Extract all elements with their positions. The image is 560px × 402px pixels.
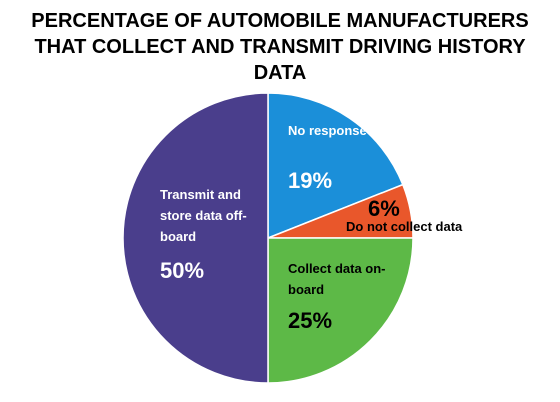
- value-label: 25%: [288, 308, 333, 333]
- value-label: 19%: [288, 168, 333, 193]
- pie-slice: [267, 92, 404, 240]
- value-label: 50%: [160, 258, 205, 283]
- slice-label: Transmit and store data off-board: [160, 187, 247, 244]
- slice-label: Do not collect data: [346, 219, 463, 234]
- chart-title: PERCENTAGE OF AUTOMOBILE MANUFACTURERS T…: [31, 10, 529, 84]
- pie-slice: [122, 92, 269, 384]
- slice-label: Collect data on-board: [288, 261, 386, 297]
- slice-label: No response: [288, 123, 367, 138]
- value-label: 6%: [368, 196, 400, 221]
- pie-slice: [267, 237, 414, 384]
